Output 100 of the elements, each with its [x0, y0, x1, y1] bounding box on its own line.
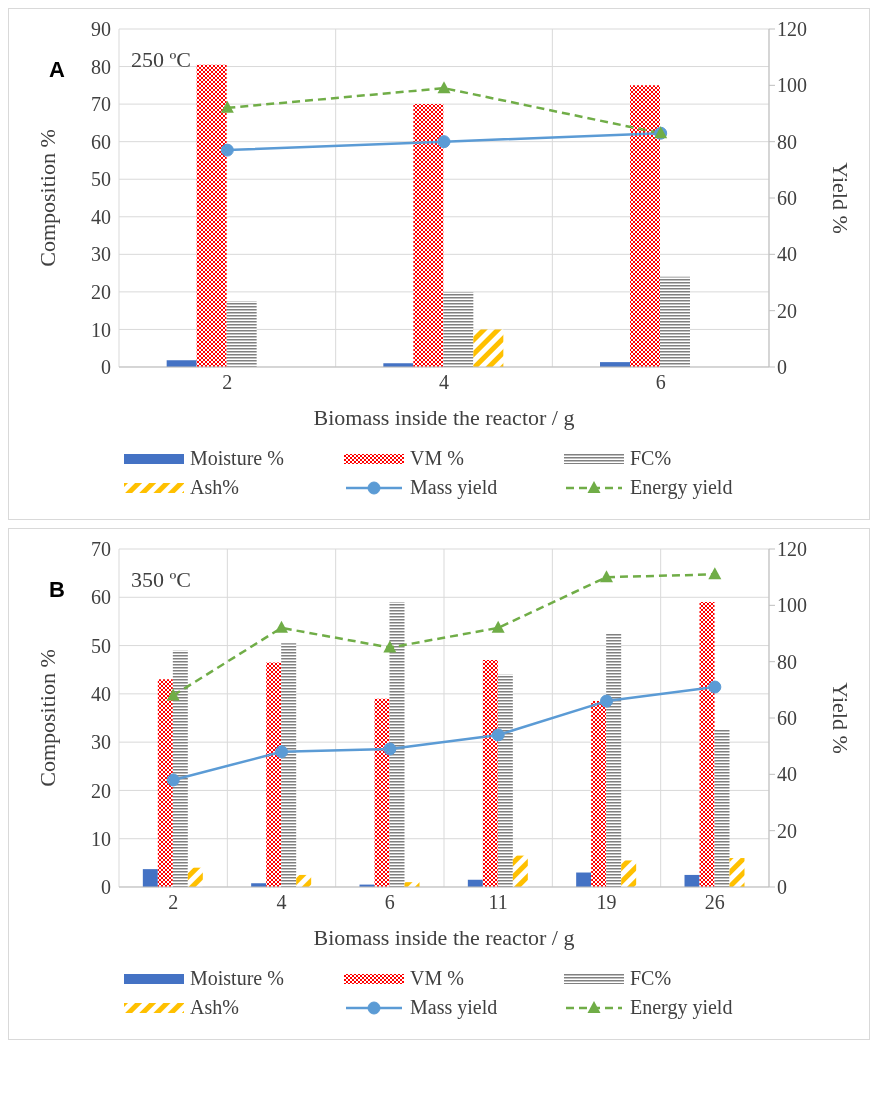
y2-tick-label: 120 [777, 18, 807, 41]
y2-tick-label: 60 [777, 707, 797, 730]
point [275, 745, 288, 759]
y2-tick-label: 100 [777, 594, 807, 617]
bar [660, 276, 690, 367]
legend-label: Moisture % [190, 967, 284, 990]
legend-label: Mass yield [410, 476, 498, 499]
y2-tick-label: 60 [777, 187, 797, 210]
legend-label: Energy yield [630, 996, 733, 1019]
bar [630, 85, 660, 367]
bar [172, 650, 188, 887]
legend-label: FC% [630, 967, 672, 990]
bar [281, 643, 297, 887]
bar [296, 874, 312, 887]
bar [226, 301, 257, 367]
y2-tick-label: 100 [777, 74, 807, 97]
bar [497, 674, 513, 887]
x-axis-title: Biomass inside the reactor / g [313, 405, 575, 430]
y2-tick-label: 20 [777, 819, 797, 842]
y-tick-label: 0 [101, 356, 111, 379]
legend-label: Energy yield [630, 476, 733, 499]
x-tick-label: 26 [704, 891, 725, 914]
y2-tick-label: 40 [777, 243, 797, 266]
bar [157, 679, 173, 887]
x-axis-title: Biomass inside the reactor / g [313, 925, 575, 950]
legend-label: Mass yield [410, 996, 498, 1019]
x-tick-label: 11 [488, 891, 508, 914]
legend-label: Ash% [190, 476, 239, 499]
y-tick-label: 60 [91, 130, 111, 153]
bar [196, 64, 227, 367]
legend-label: VM % [410, 447, 464, 470]
point [220, 143, 234, 157]
point [437, 135, 451, 149]
bar [684, 874, 700, 887]
y-tick-label: 30 [91, 731, 111, 754]
bar [621, 860, 637, 887]
annotation: 250 ºC [131, 47, 191, 73]
bar [482, 660, 498, 887]
point [708, 680, 722, 694]
point [383, 742, 397, 756]
y2-tick-label: 40 [777, 763, 797, 786]
y-tick-label: 80 [91, 55, 111, 78]
bar [729, 858, 745, 887]
bar [413, 104, 444, 367]
text: A [49, 57, 65, 83]
y-tick-label: 10 [91, 318, 111, 341]
point [166, 773, 180, 787]
y-tick-label: 20 [91, 779, 111, 802]
y-tick-label: 50 [91, 168, 111, 191]
y-tick-label: 20 [91, 280, 111, 303]
y-tick-label: 0 [101, 876, 111, 899]
point [275, 620, 288, 633]
x-tick-label: 6 [384, 891, 395, 914]
y-tick-label: 60 [91, 586, 111, 609]
y-tick-label: 70 [91, 538, 111, 561]
y2-tick-label: 20 [777, 299, 797, 322]
bar [374, 698, 390, 887]
y-tick-label: 90 [91, 18, 111, 41]
bar [443, 291, 474, 367]
y2-tick-label: 80 [777, 650, 797, 673]
point [600, 694, 613, 708]
x-tick-label: 6 [655, 371, 666, 394]
annotation: 350 ºC [131, 567, 191, 593]
point [437, 81, 451, 94]
bar [389, 602, 405, 887]
point [491, 728, 505, 742]
y-tick-label: 40 [91, 682, 111, 705]
bar [576, 872, 592, 887]
x-tick-label: 2 [222, 371, 233, 394]
y2-tick-label: 0 [777, 356, 787, 379]
bar [699, 602, 715, 887]
bar [473, 329, 504, 367]
y2-axis-title: Yield % [828, 682, 854, 754]
y-tick-label: 30 [91, 243, 111, 266]
bar [266, 662, 282, 887]
point [166, 688, 180, 701]
y-tick-label: 50 [91, 634, 111, 657]
point [491, 620, 505, 633]
y-tick-label: 70 [91, 93, 111, 116]
x-tick-label: 4 [276, 891, 287, 914]
point [708, 567, 722, 580]
bar [591, 701, 607, 887]
x-tick-label: 2 [168, 891, 179, 914]
point [600, 570, 613, 583]
y2-tick-label: 120 [777, 538, 807, 561]
bar [714, 730, 730, 887]
x-tick-label: 4 [439, 371, 449, 394]
legend-label: Moisture % [190, 447, 284, 470]
y-tick-label: 40 [91, 205, 111, 228]
y-axis-title: Composition % [34, 649, 60, 787]
y2-tick-label: 80 [777, 130, 797, 153]
bar [142, 869, 158, 887]
y2-axis-title: Yield % [828, 162, 854, 234]
text: B [49, 577, 65, 603]
y2-tick-label: 0 [777, 876, 787, 899]
y-tick-label: 10 [91, 827, 111, 850]
legend-label: Ash% [190, 996, 239, 1019]
bar [606, 633, 622, 887]
y-axis-title: Composition % [34, 129, 60, 267]
legend-label: FC% [630, 447, 672, 470]
